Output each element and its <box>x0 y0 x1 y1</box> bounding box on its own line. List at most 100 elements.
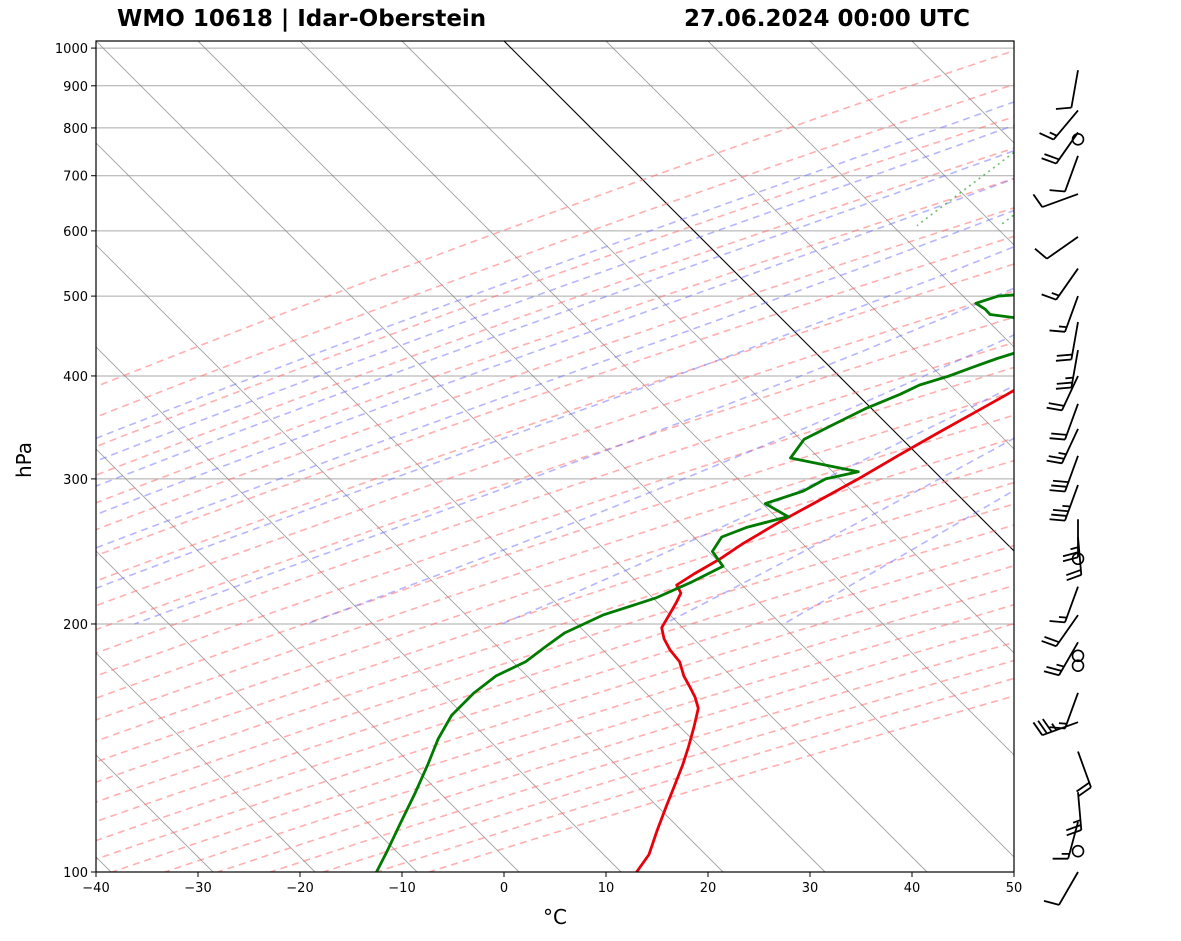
barb-staff <box>1067 821 1079 859</box>
barb-full-feather <box>1043 900 1060 906</box>
x-tick-label: −20 <box>286 881 313 896</box>
y-tick-label: 200 <box>63 618 88 633</box>
barb-staff <box>1061 428 1079 464</box>
moist-adiabat <box>663 437 1014 625</box>
moist-adiabat <box>501 384 1014 625</box>
wind-barb <box>1049 155 1079 193</box>
barb-staff <box>1070 349 1079 388</box>
moist-adiabat <box>96 245 1014 590</box>
barb-full-feather <box>1037 720 1048 734</box>
barb-staff <box>1077 792 1083 831</box>
x-tick-label: −10 <box>388 881 415 896</box>
dry-adiabat <box>164 603 1014 872</box>
barb-staff <box>1041 193 1079 208</box>
barb-full-feather <box>1048 402 1065 407</box>
barb-half-feather <box>1070 546 1079 551</box>
barb-half-feather <box>1058 325 1067 329</box>
barb-staff <box>1070 70 1079 108</box>
wind-barb <box>1049 403 1079 441</box>
barb-full-feather <box>1055 106 1072 110</box>
y-tick-label: 400 <box>63 370 88 385</box>
dry-adiabat <box>96 341 1014 654</box>
x-tick-label: −40 <box>82 881 109 896</box>
y-tick-label: 500 <box>63 290 88 305</box>
barb-staff <box>1046 236 1079 260</box>
calm-circle <box>1071 649 1085 663</box>
y-tick-label: 800 <box>63 122 88 137</box>
barb-full-feather <box>1032 193 1044 208</box>
wind-barb <box>1041 614 1079 648</box>
wind-barb <box>1071 844 1085 858</box>
wind-barb <box>1062 519 1079 563</box>
dry-adiabat <box>96 83 1014 418</box>
barb-half-feather <box>1072 819 1081 824</box>
barb-full-feather <box>1066 829 1082 837</box>
dry-adiabat <box>96 390 1014 700</box>
chart-title-station: WMO 10618 | Idar-Oberstein <box>117 6 487 32</box>
barb-full-feather <box>1077 786 1092 797</box>
wind-barb <box>1043 641 1079 677</box>
barb-full-feather <box>1052 508 1069 513</box>
dry-adiabat <box>96 366 1014 677</box>
barb-half-feather <box>1058 722 1067 725</box>
barb-staff <box>1055 131 1079 165</box>
wind-barb <box>1039 109 1079 141</box>
isotherm-line <box>96 652 316 872</box>
x-tick-label: 0 <box>500 881 508 896</box>
dry-adiabat <box>96 49 1014 388</box>
wind-barb <box>1055 349 1079 390</box>
isotherm-line <box>299 41 1014 756</box>
dry-adiabat <box>96 177 1014 504</box>
y-tick-label: 600 <box>63 225 88 240</box>
x-tick-label: −30 <box>184 881 211 896</box>
isotherm-line <box>1116 41 1181 872</box>
barb-full-feather <box>1049 437 1066 441</box>
barb-staff <box>1064 692 1079 729</box>
x-axis-label: °C <box>543 905 567 929</box>
dry-adiabat <box>96 115 1014 448</box>
moist-adiabat <box>96 101 1014 440</box>
wind-barb <box>1046 428 1079 465</box>
barb-full-feather <box>1049 620 1066 624</box>
dry-adiabat <box>217 622 1014 872</box>
dry-adiabat <box>96 263 1014 582</box>
y-tick-label: 900 <box>63 80 88 95</box>
y-tick-label: 700 <box>63 170 88 185</box>
moist-adiabat <box>96 209 1014 549</box>
wind-barb <box>1055 321 1079 362</box>
wind-barb <box>1049 484 1079 522</box>
barb-full-feather <box>1046 666 1062 672</box>
barb-full-feather <box>1041 640 1057 648</box>
isotherm-line <box>707 41 1014 348</box>
barb-half-feather <box>1058 452 1067 456</box>
x-tick-label: 50 <box>1006 881 1023 896</box>
y-axis-label: hPa <box>12 442 36 478</box>
isotherm-line <box>96 448 520 872</box>
dewpoint-profile-line <box>375 293 1014 872</box>
isotherm-line <box>96 142 826 872</box>
dry-adiabat <box>96 437 1014 742</box>
wind-barb <box>1065 792 1083 837</box>
wind-barb <box>1041 131 1079 165</box>
moist-adiabat <box>96 149 1014 487</box>
wind-barb <box>1032 193 1079 208</box>
dry-adiabat <box>96 290 1014 607</box>
barb-staff <box>1061 375 1079 411</box>
barb-full-feather <box>1048 455 1065 460</box>
barb-staff <box>1070 321 1079 360</box>
wind-barb <box>1071 649 1085 663</box>
barb-full-feather <box>1076 781 1090 793</box>
calm-circle <box>1071 659 1085 672</box>
mixing-ratio-line <box>1088 41 1181 226</box>
moist-adiabat <box>134 287 1014 625</box>
reference-lines <box>96 41 1181 872</box>
x-tick-label: 40 <box>904 881 921 896</box>
barb-full-feather <box>1051 513 1067 517</box>
barb-full-feather <box>1055 386 1072 390</box>
barb-staff <box>1055 268 1079 301</box>
mixing-ratio-line <box>1165 41 1181 226</box>
wind-barb <box>1071 659 1085 672</box>
dry-adiabat <box>96 235 1014 557</box>
moist-adiabat <box>96 124 1014 462</box>
dry-adiabat <box>96 207 1014 531</box>
